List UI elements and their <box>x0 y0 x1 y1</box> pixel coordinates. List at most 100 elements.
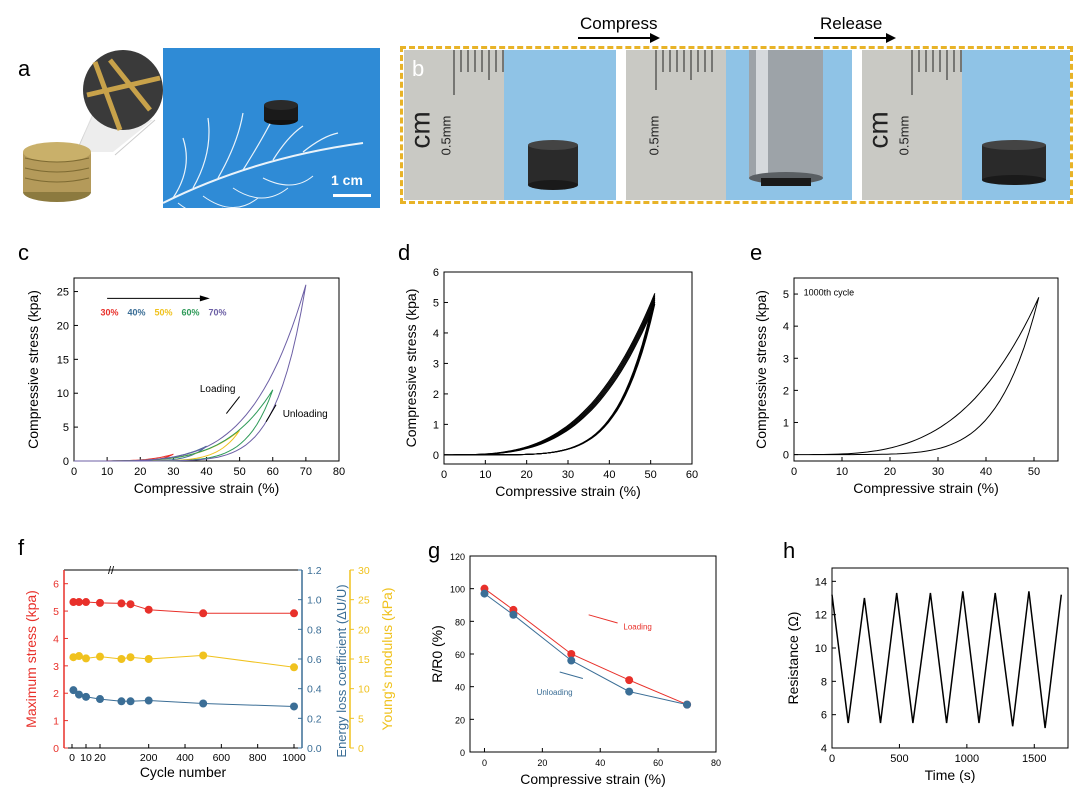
y3-tick-label: 0 <box>358 743 364 755</box>
photo-compress: 0.5mm <box>626 50 852 200</box>
y1-axis-label: Maximum stress (kpa) <box>23 590 39 728</box>
legend-entry-30: 30% <box>101 307 119 317</box>
x-tick-label: 30 <box>932 466 944 478</box>
x-tick-label: 0 <box>482 758 487 768</box>
x-tick-label: 60 <box>686 469 698 481</box>
data-point <box>199 699 208 708</box>
y-tick-label: 5 <box>63 422 69 434</box>
data-point <box>117 599 126 608</box>
y2-axis-label: Energy loss coefficient (ΔU/U) <box>334 584 349 757</box>
data-point <box>117 697 126 706</box>
x-tick-label: 200 <box>140 752 158 764</box>
scale-bar <box>333 194 371 197</box>
y-tick-label: 3 <box>433 358 439 370</box>
panel-label-a: a <box>18 56 31 81</box>
hysteresis-curve-60 <box>74 389 274 462</box>
x-tick-label: 80 <box>711 758 721 768</box>
data-point <box>144 696 153 705</box>
ruler-ticks <box>911 50 962 95</box>
fiber-strands <box>86 58 161 131</box>
panel-label-c: c <box>18 240 29 265</box>
foam-sample <box>982 140 1046 185</box>
compress-arrow-icon <box>578 33 660 43</box>
data-point <box>625 687 634 696</box>
foam-sample <box>761 178 811 186</box>
series-line-2 <box>73 654 295 668</box>
data-point <box>567 656 576 665</box>
y-tick-label: 5 <box>783 289 789 301</box>
data-point <box>683 700 692 709</box>
data-point <box>290 663 298 672</box>
y-tick-label: 20 <box>57 320 69 332</box>
y-tick-label: 25 <box>57 287 69 299</box>
y3-tick-label: 30 <box>358 565 370 577</box>
y2-tick-label: 1.0 <box>307 595 322 607</box>
data-point <box>144 605 153 614</box>
resistance-curve <box>831 591 1063 729</box>
photo-release: cm 0.5mm <box>862 50 1070 200</box>
compress-label: Compress <box>580 14 658 33</box>
y-tick-label: 1 <box>783 417 789 429</box>
y-tick-label: 14 <box>815 576 827 588</box>
x-tick-label: 1000 <box>282 752 306 764</box>
scale-bar-label: 1 cm <box>331 172 363 188</box>
plot-frame <box>831 567 1069 749</box>
x-tick-label: 600 <box>213 752 231 764</box>
y2-tick-label: 0.8 <box>307 624 322 636</box>
data-point <box>96 695 104 704</box>
x-tick-label: 80 <box>333 466 345 478</box>
x-tick-label: 40 <box>603 469 615 481</box>
y-tick-label: 0 <box>783 450 789 462</box>
y-tick-label: 4 <box>783 321 789 333</box>
y1-tick-label: 4 <box>53 633 59 645</box>
x-tick-label: 0 <box>441 469 447 481</box>
data-point <box>290 702 298 711</box>
y-axis-label: Compressive stress (kpa) <box>403 289 419 448</box>
y-tick-label: 80 <box>455 617 465 627</box>
photo-before: cm 0.5mm <box>404 50 616 200</box>
x-tick-label: 40 <box>595 758 605 768</box>
data-point <box>96 598 104 607</box>
x-tick-label: 1500 <box>1022 753 1046 765</box>
panel-label-g: g <box>428 538 441 563</box>
x-axis-label: Time (s) <box>925 767 976 783</box>
y-tick-label: 0 <box>63 456 69 468</box>
y-tick-label: 5 <box>433 297 439 309</box>
panel-label-h: h <box>783 538 796 563</box>
data-point <box>82 654 90 663</box>
x-tick-label: 20 <box>94 752 106 764</box>
y2-tick-label: 0.2 <box>307 713 322 725</box>
ruler <box>626 50 726 200</box>
y3-tick-label: 20 <box>358 624 370 636</box>
x-axis-label: Compressive strain (%) <box>853 480 998 496</box>
series-line-loading <box>484 588 688 706</box>
y-axis-label: Resistance (Ω) <box>785 612 801 705</box>
y-tick-label: 60 <box>455 650 465 660</box>
y-tick-label: 0 <box>460 748 465 758</box>
y-tick-label: 15 <box>57 354 69 366</box>
x-tick-label: 10 <box>80 752 92 764</box>
hysteresis-cycle-4 <box>444 299 656 456</box>
y-tick-label: 2 <box>433 389 439 401</box>
legend-entry-50: 50% <box>155 307 173 317</box>
data-point <box>625 676 634 685</box>
y1-tick-label: 3 <box>53 661 59 673</box>
foam-sample <box>264 100 298 125</box>
y2-tick-label: 0.0 <box>307 743 322 755</box>
x-tick-label: 400 <box>176 752 194 764</box>
ruler-ticks <box>655 50 713 90</box>
data-point <box>75 598 83 607</box>
x-tick-label: 10 <box>836 466 848 478</box>
data-point <box>567 650 576 658</box>
y2-tick-label: 0.4 <box>307 684 322 696</box>
data-point <box>82 598 90 607</box>
y1-tick-label: 0 <box>53 743 59 755</box>
panel-label-b: b <box>412 56 425 81</box>
data-point <box>144 655 153 663</box>
y-tick-label: 40 <box>455 683 465 693</box>
y1-tick-label: 2 <box>53 688 59 700</box>
data-point <box>96 652 104 661</box>
ruler-mark: 0.5mm <box>438 115 454 156</box>
legend-entry-60: 60% <box>182 307 200 317</box>
x-tick-label: 40 <box>980 466 992 478</box>
